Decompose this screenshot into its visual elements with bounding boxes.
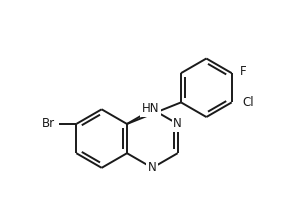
Text: Cl: Cl — [243, 96, 254, 109]
Text: N: N — [173, 118, 182, 130]
Text: HN: HN — [142, 102, 160, 115]
Text: F: F — [239, 65, 246, 78]
Text: N: N — [148, 161, 157, 174]
Text: Br: Br — [42, 118, 55, 130]
